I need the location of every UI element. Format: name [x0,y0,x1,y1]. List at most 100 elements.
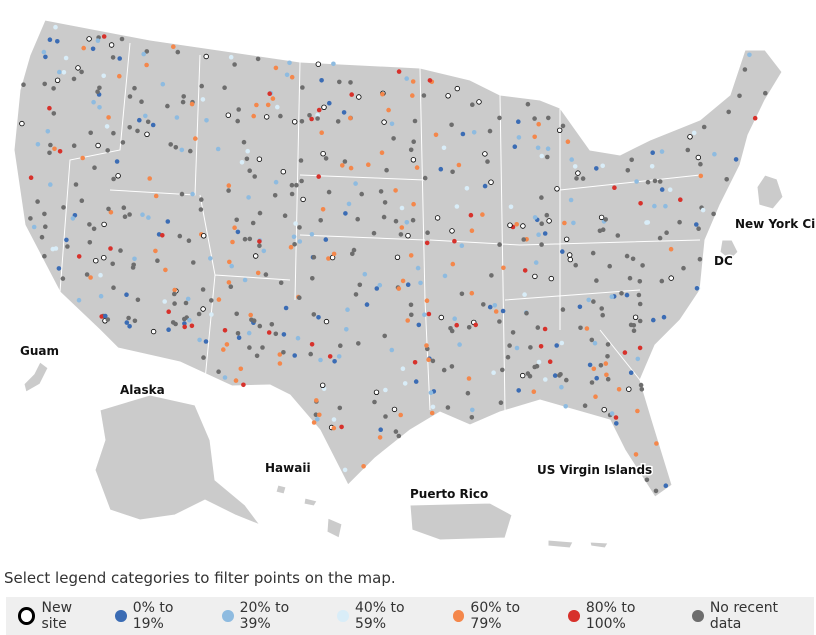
site-dot [257,243,262,249]
site-dot [313,412,319,418]
site-dot [101,221,107,228]
site-dot [404,76,410,81]
state-borders [59,42,701,411]
site-dot [269,322,275,327]
legend-item[interactable]: 40% to 59% [337,600,436,632]
legend-item[interactable]: New site [18,600,99,632]
site-dot [209,312,214,317]
site-dot [645,179,651,185]
site-dot [64,237,69,243]
legend-item[interactable]: 0% to 19% [115,600,206,632]
site-dot [108,246,113,251]
site-dot [171,44,176,49]
site-dot [652,178,658,184]
site-dot [110,261,115,267]
site-dot [287,60,292,66]
site-dot [527,373,533,379]
site-dot [54,77,61,83]
site-dot [615,233,621,238]
site-dot [61,205,66,210]
site-dot [380,91,385,97]
site-dot [454,85,460,92]
site-dot [659,149,665,154]
region-label: Puerto Rico [410,487,488,501]
site-dot [434,215,441,221]
site-dot [575,170,581,176]
site-dot [726,109,731,115]
site-dot [35,142,41,147]
site-dot [300,196,306,203]
site-dot [155,258,160,264]
site-dot [442,273,448,279]
site-dot [413,379,419,384]
site-dot [597,228,603,234]
site-dot [215,146,221,152]
site-dot [408,302,414,308]
site-dot [97,85,102,91]
legend-swatch [452,610,465,622]
site-dot [242,236,248,242]
site-dot [384,167,389,173]
site-dot [640,263,645,268]
site-dot [614,421,619,426]
site-dot [200,97,206,102]
site-dot [327,354,333,359]
site-dot [430,358,436,364]
site-dot [127,94,133,99]
site-dot [584,326,590,331]
site-dot [80,155,85,161]
site-dot [106,115,111,120]
legend-item[interactable]: 60% to 79% [452,600,552,632]
site-dot [236,335,242,341]
site-dot [132,318,138,324]
site-dot [516,135,522,140]
site-dot [117,73,122,79]
site-dot [488,179,494,185]
site-dot [53,24,58,30]
site-dot [603,361,609,366]
site-dot [724,177,729,182]
site-dot [185,296,191,302]
site-dot [422,312,427,318]
site-dot [377,435,383,440]
site-dot [554,186,560,192]
site-dot [507,222,513,228]
site-dot [323,237,329,242]
site-dot [234,311,239,317]
site-dot [466,376,472,381]
site-dot [144,131,150,137]
site-dot [108,210,114,215]
site-dot [626,386,632,392]
site-dot [466,325,472,330]
site-dot [628,370,634,376]
site-dot [226,188,231,193]
site-dot [226,280,232,285]
site-dot [364,302,370,307]
site-dot [168,142,173,147]
site-dot [257,210,263,216]
site-dot [630,256,636,262]
legend-item[interactable]: 80% to 100% [568,600,676,632]
site-dot [84,272,90,277]
legend-swatch [337,610,349,622]
site-dot [473,322,479,328]
site-dot [101,255,107,261]
site-dot [292,242,297,247]
site-dot [542,231,548,236]
legend-item[interactable]: No recent data [692,600,810,632]
site-dot [93,258,99,264]
site-dot [318,357,323,363]
site-dot [275,104,280,110]
site-dot [712,151,717,157]
site-dot [267,91,273,96]
legend-item[interactable]: 20% to 39% [222,600,321,632]
site-dot [532,134,537,140]
site-dot [135,297,141,303]
site-dot [416,322,422,328]
site-dot [449,122,454,128]
site-dot [733,157,739,162]
site-dot [624,292,630,298]
site-dot [340,163,345,168]
site-dot [409,312,414,318]
site-dot [405,318,411,323]
